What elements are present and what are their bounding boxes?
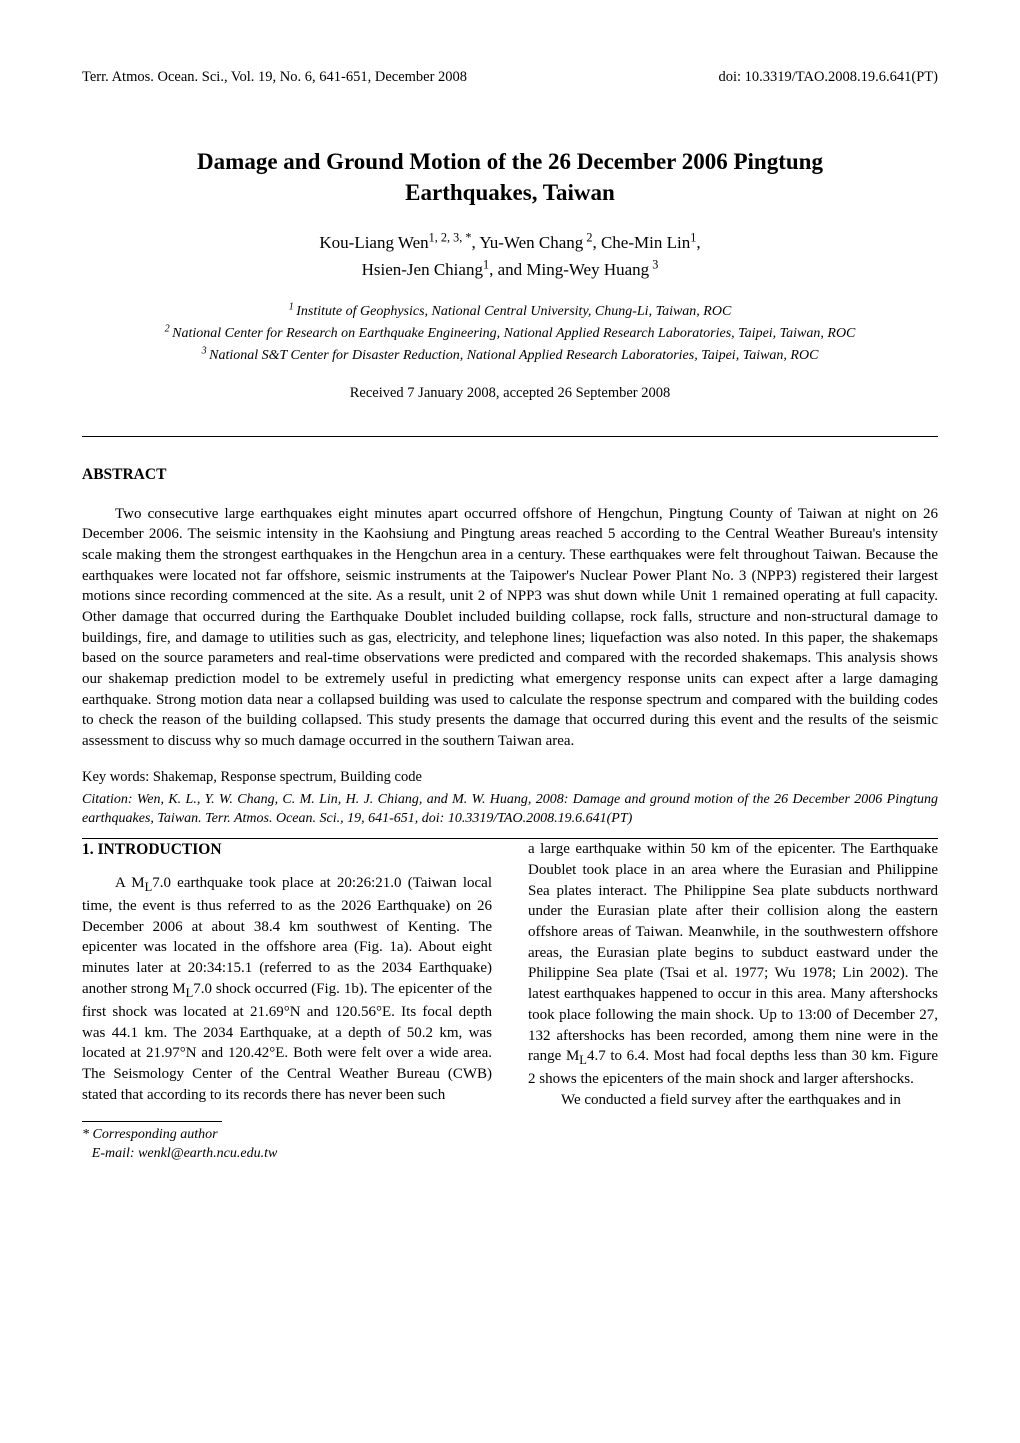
affiliation-1: 1 Institute of Geophysics, National Cent… [289,304,732,319]
abstract-body: Two consecutive large earthquakes eight … [82,504,938,752]
footnote-email: E-mail: wenkl@earth.ncu.edu.tw [82,1145,492,1163]
body-columns: 1. INTRODUCTION A ML7.0 earthquake took … [82,839,938,1162]
keywords-label: Key words: [82,769,153,785]
intro-paragraph-3: We conducted a field survey after the ea… [528,1090,938,1111]
received-dates: Received 7 January 2008, accepted 26 Sep… [82,384,938,404]
abstract-heading: ABSTRACT [82,465,938,486]
footnote: * Corresponding author E-mail: wenkl@ear… [82,1126,492,1162]
rule-top [82,436,938,437]
section-heading-introduction: 1. INTRODUCTION [82,839,492,860]
affiliation-2: 2 National Center for Research on Earthq… [165,326,856,341]
footnote-corresponding: * Corresponding author [82,1127,218,1142]
title-line-2: Earthquakes, Taiwan [405,180,615,205]
doi: doi: 10.3319/TAO.2008.19.6.641(PT) [718,68,938,88]
intro-paragraph-1: A ML7.0 earthquake took place at 20:26:2… [82,873,492,1106]
title-line-1: Damage and Ground Motion of the 26 Decem… [197,149,823,174]
intro-paragraph-2: a large earthquake within 50 km of the e… [528,839,938,1090]
citation: Citation: Wen, K. L., Y. W. Chang, C. M.… [82,791,938,828]
footnote-rule [82,1121,222,1122]
article-title: Damage and Ground Motion of the 26 Decem… [82,146,938,208]
running-header: Terr. Atmos. Ocean. Sci., Vol. 19, No. 6… [82,68,938,88]
affiliation-3: 3 National S&T Center for Disaster Reduc… [202,348,819,363]
journal-reference: Terr. Atmos. Ocean. Sci., Vol. 19, No. 6… [82,68,467,88]
citation-label: Citation: [82,792,137,807]
author-list: Kou-Liang Wen1, 2, 3, *, Yu-Wen Chang 2,… [82,230,938,283]
keywords: Key words: Shakemap, Response spectrum, … [82,768,938,788]
authors-line-1: Kou-Liang Wen1, 2, 3, *, Yu-Wen Chang 2,… [319,233,700,252]
citation-text: Wen, K. L., Y. W. Chang, C. M. Lin, H. J… [82,792,938,825]
keywords-text: Shakemap, Response spectrum, Building co… [153,769,422,785]
affiliation-list: 1 Institute of Geophysics, National Cent… [82,300,938,366]
authors-line-2: Hsien-Jen Chiang1, and Ming-Wey Huang 3 [362,260,659,279]
